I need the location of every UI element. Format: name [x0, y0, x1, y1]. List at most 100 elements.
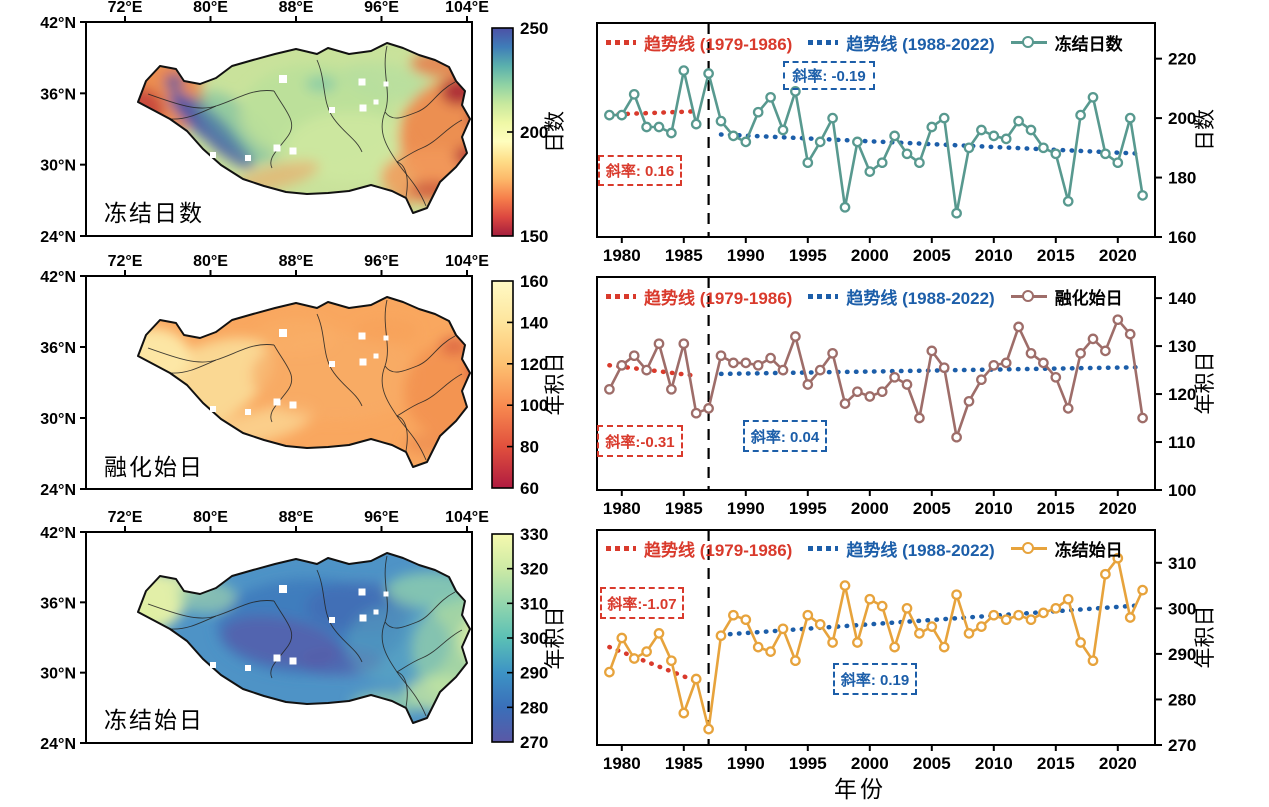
- legend-chart-3: 趋势线 (1979-1986) 趋势线 (1988-2022) 冻结始日: [606, 536, 1123, 560]
- red-dotted-sample: [606, 293, 636, 299]
- data-point: [1100, 345, 1111, 357]
- lake-mask: [289, 401, 297, 409]
- data-point: [963, 628, 975, 639]
- y-tick-label: 310: [1168, 554, 1196, 573]
- lat-tick-label: 24°N: [40, 482, 76, 499]
- lon-tick-label: 96°E: [364, 509, 399, 526]
- lake-mask: [245, 155, 251, 161]
- data-point: [802, 609, 814, 621]
- y-tick-label: 280: [1168, 690, 1196, 709]
- data-point: [703, 68, 714, 79]
- map-frame: [85, 21, 473, 237]
- lon-tick-label: 72°E: [108, 509, 143, 526]
- data-point: [666, 655, 677, 667]
- series-line-sample: [1010, 290, 1047, 302]
- legend-label-series: 冻结始日: [1054, 540, 1123, 560]
- lake-mask: [279, 585, 287, 593]
- map-title-thaw-onset: 融化始日: [104, 454, 204, 480]
- lon-tick-label: 88°E: [279, 253, 314, 270]
- data-point: [1013, 115, 1024, 127]
- data-point: [802, 157, 814, 169]
- x-tick-label: 2000: [851, 499, 889, 518]
- colorbar-tick-label: 330: [520, 525, 548, 544]
- data-point: [616, 109, 628, 121]
- data-point: [814, 136, 826, 148]
- data-point: [1013, 321, 1024, 333]
- lake-mask: [373, 353, 379, 359]
- lat-tick-label: 42°N: [40, 269, 76, 286]
- data-point: [901, 602, 913, 614]
- x-tick-label: 2010: [975, 246, 1013, 265]
- lat-tick-label: 42°N: [40, 15, 76, 32]
- legend-label-trend1: 趋势线 (1979-1986): [644, 34, 793, 54]
- trend-line-1979-1986: [607, 363, 699, 379]
- lon-tick-label: 104°E: [445, 253, 489, 270]
- data-point: [790, 655, 801, 667]
- slope-box-blue-3: 斜率: 0.19: [833, 663, 917, 695]
- x-tick-label: 1995: [789, 754, 827, 773]
- data-point: [827, 637, 838, 648]
- basin-boundary-line: [169, 359, 217, 374]
- data-point: [777, 124, 789, 136]
- legend-label-trend1: 趋势线 (1979-1986): [644, 288, 793, 308]
- series-line-sample: [1010, 36, 1047, 48]
- basin-boundary-line: [270, 90, 293, 169]
- lon-tick-label: 104°E: [445, 509, 489, 526]
- lake-mask: [329, 107, 335, 113]
- lake-mask: [279, 75, 287, 83]
- data-point: [715, 350, 727, 362]
- map-title-freeze-onset: 冻结始日: [104, 707, 204, 733]
- data-point: [790, 331, 801, 342]
- basin-boundary-line: [396, 629, 463, 673]
- data-point: [740, 136, 752, 148]
- basin-boundary-line: [384, 335, 456, 373]
- data-point: [616, 632, 628, 644]
- y-tick-label: 100: [1168, 481, 1196, 500]
- data-point: [703, 723, 714, 735]
- data-point: [1112, 157, 1124, 169]
- basin-boundary-line: [381, 555, 427, 717]
- data-point: [852, 136, 863, 148]
- x-tick-label: 2015: [1037, 754, 1075, 773]
- colorbar-tick-label: 140: [520, 313, 548, 332]
- data-point: [1062, 403, 1074, 414]
- trend-line-1979-1986: [607, 109, 699, 117]
- data-point: [1025, 614, 1037, 626]
- legend-chart-2: 趋势线 (1979-1986) 趋势线 (1988-2022) 融化始日: [606, 284, 1123, 308]
- data-point: [802, 379, 814, 390]
- x-tick-label: 2000: [851, 246, 889, 265]
- map-panel-1: 72°E 80°E 88°E 96°E 104°E 42°N 36°N 30°N 24°N 250…: [40, 0, 548, 246]
- data-point: [1100, 568, 1111, 580]
- blue-dotted-sample: [808, 545, 839, 551]
- colorbar-tick-label: 80: [520, 438, 539, 457]
- basin-boundary-line: [316, 59, 363, 153]
- data-point: [926, 121, 938, 133]
- colorbar-tick-label: 280: [520, 698, 548, 717]
- y-tick-label: 160: [1168, 228, 1196, 247]
- lake-mask: [329, 361, 335, 367]
- basin-boundary-line: [381, 45, 427, 207]
- chart-ylabel-3: 年积日: [1194, 605, 1217, 669]
- lake-mask: [358, 332, 366, 340]
- data-point: [678, 65, 690, 76]
- data-point: [765, 646, 776, 657]
- lake-mask: [359, 614, 367, 622]
- data-point: [752, 641, 764, 653]
- colorbar-tick-label: 160: [520, 272, 548, 291]
- data-point: [876, 157, 888, 169]
- red-dotted-sample: [606, 39, 636, 45]
- legend-chart-1: 趋势线 (1979-1986) 趋势线 (1988-2022) 冻结日数: [606, 30, 1123, 54]
- data-point: [604, 383, 615, 395]
- data-point: [628, 88, 640, 100]
- data-point: [1038, 357, 1049, 369]
- y-tick-label: 220: [1168, 50, 1196, 69]
- chart-panel-3: 1980 1985 1990 1995 2000 2005 2010 2015 2020 270 2…: [596, 529, 1196, 773]
- data-point: [1050, 371, 1062, 383]
- lat-tick-label: 24°N: [40, 736, 76, 753]
- basin-boundary-line: [384, 81, 456, 119]
- map-frame: [85, 531, 473, 744]
- data-point: [1013, 609, 1024, 621]
- data-point: [690, 407, 702, 419]
- legend-label-trend2: 趋势线 (1988-2022): [846, 288, 995, 308]
- data-point: [814, 364, 826, 376]
